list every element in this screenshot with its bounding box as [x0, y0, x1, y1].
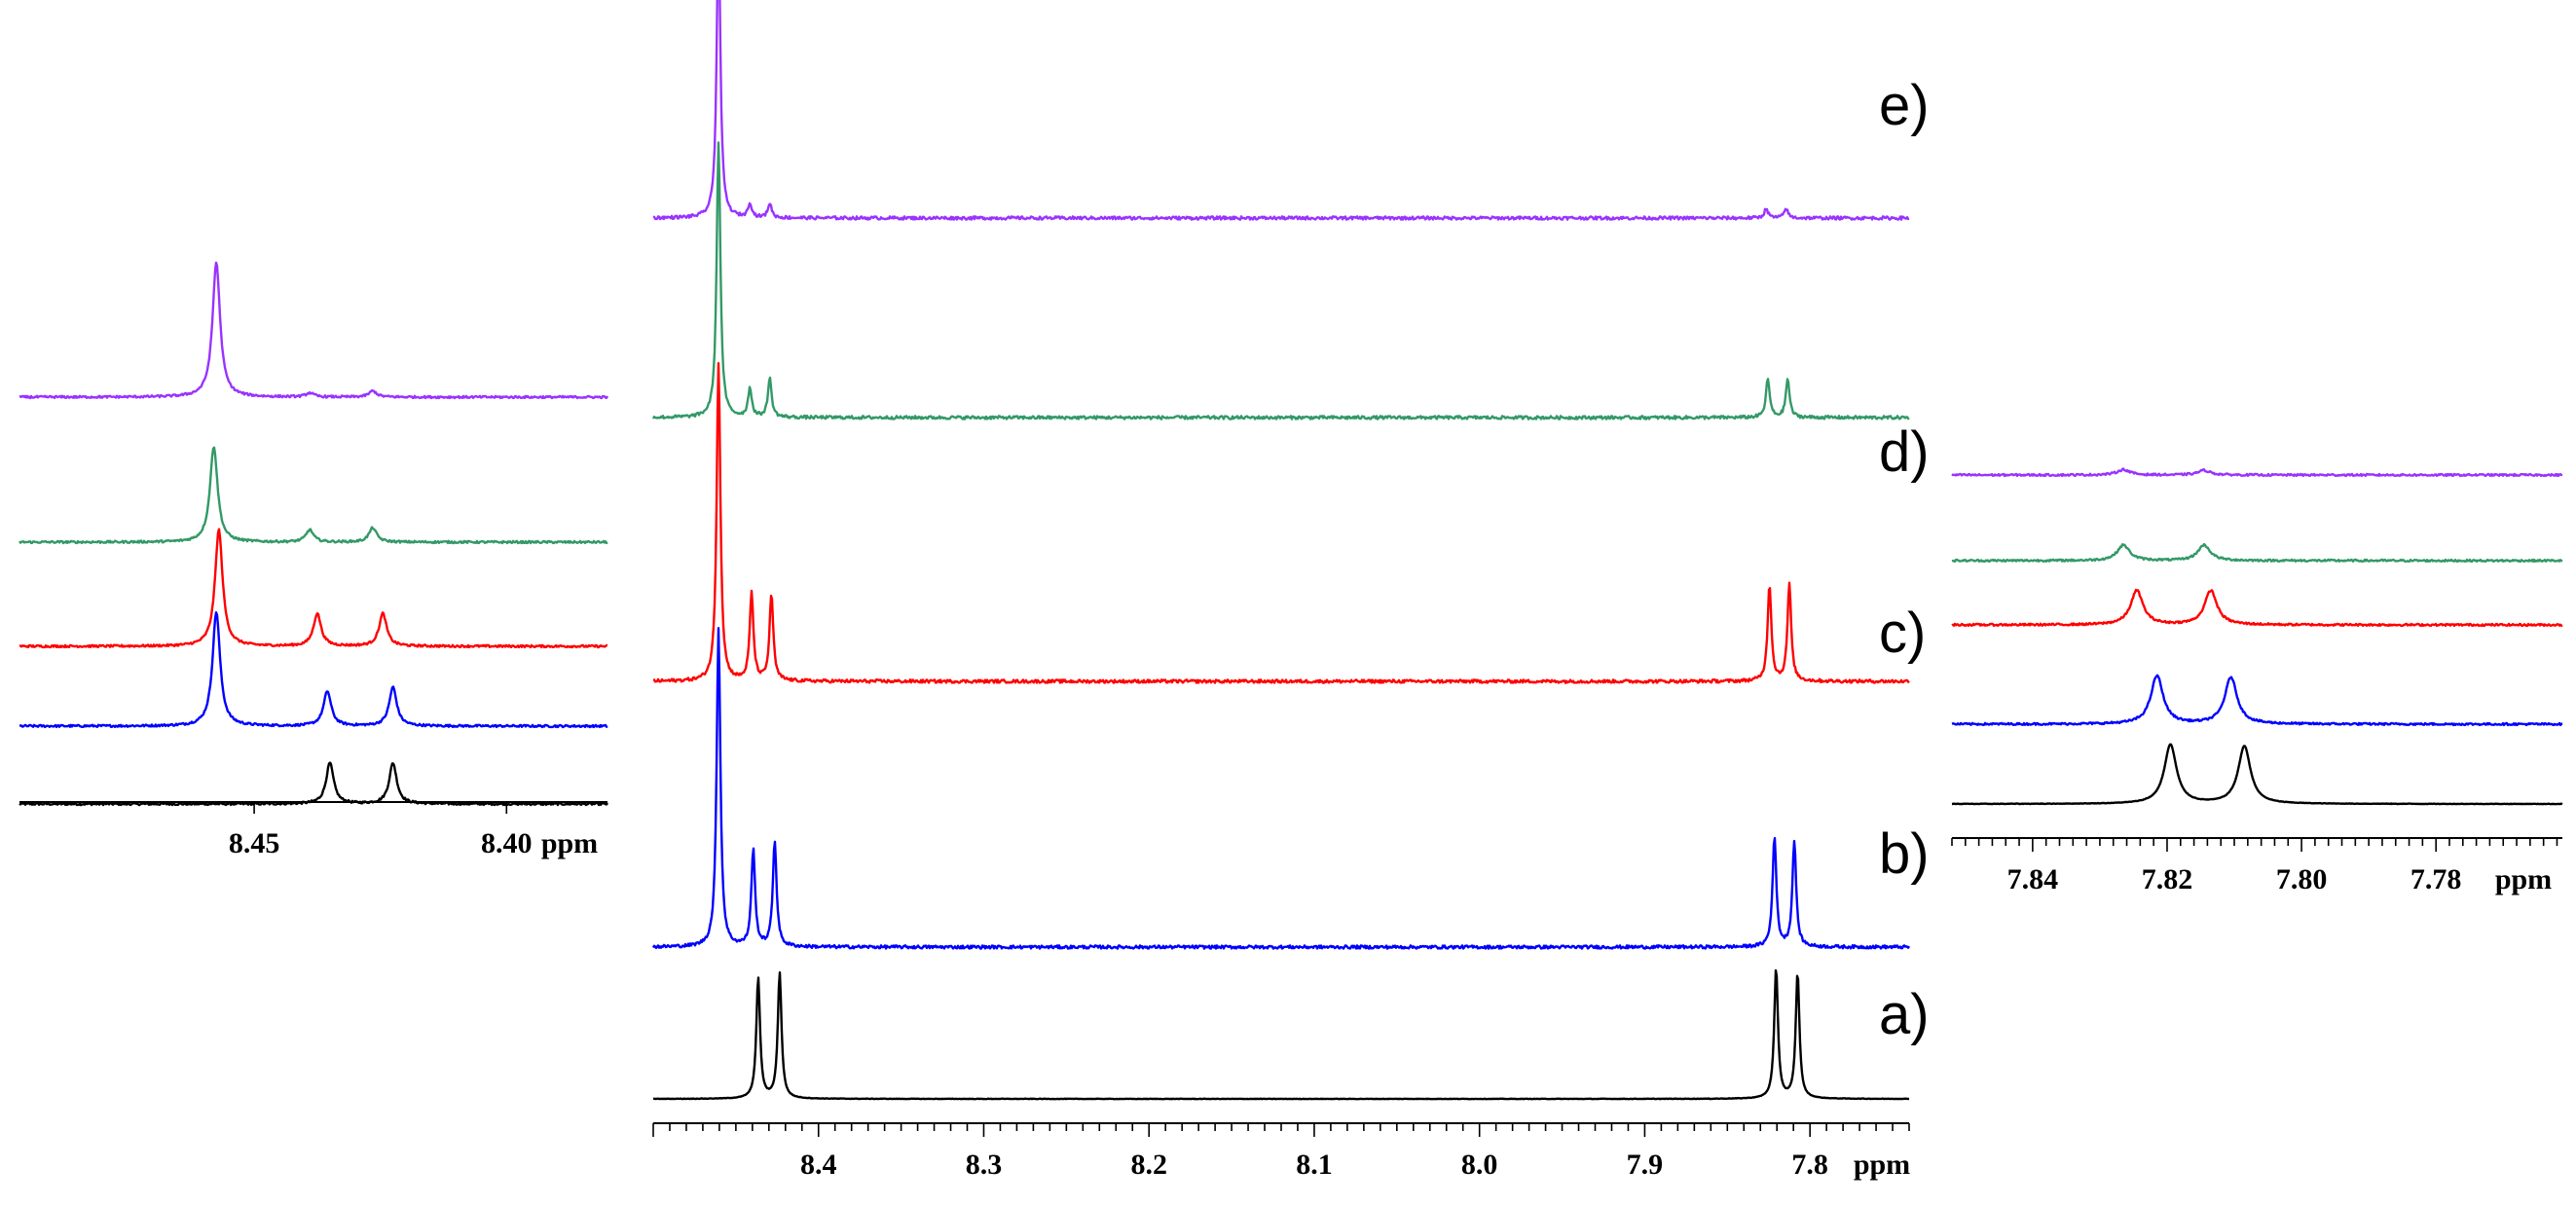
x-tick-label: 8.2	[1130, 1149, 1167, 1181]
spectrum-trace-c	[1951, 588, 2563, 628]
spectrum-trace-b	[651, 627, 1911, 950]
spectrum-trace-a	[652, 968, 1910, 1101]
spectrum-trace-c	[18, 528, 608, 649]
spectrum-trace-a	[1951, 743, 2563, 806]
spectrum-trace-a	[18, 761, 608, 807]
spectrum-trace-e	[1951, 467, 2563, 478]
x-tick-label: 8.45	[229, 827, 280, 859]
x-tick-label: 8.40	[481, 827, 533, 859]
spectrum-trace-e	[652, 0, 1910, 221]
x-axis-unit-label: ppm	[2495, 863, 2552, 895]
left-inset-panel: 8.45 8.40 ppm	[18, 261, 609, 859]
x-tick-label: 7.84	[2007, 863, 2059, 895]
x-axis-unit-label: ppm	[541, 827, 598, 859]
x-tick-label: 7.82	[2142, 863, 2193, 895]
spectrum-trace-e	[18, 261, 609, 400]
trace-label-e: e)	[1879, 74, 1930, 137]
x-tick-label: 7.8	[1791, 1149, 1828, 1181]
x-tick-label: 7.9	[1627, 1149, 1664, 1181]
x-tick-label: 7.78	[2410, 863, 2462, 895]
spectrum-trace-d	[1951, 542, 2563, 564]
trace-label-a: a)	[1879, 983, 1930, 1046]
spectrum-trace-b	[18, 611, 608, 729]
trace-label-b: b)	[1879, 822, 1930, 886]
x-tick-label: 7.80	[2276, 863, 2328, 895]
trace-label-d: d)	[1879, 420, 1930, 484]
spectrum-trace-c	[652, 362, 1910, 684]
x-tick-label: 8.4	[800, 1149, 837, 1181]
spectrum-trace-d	[651, 141, 1910, 420]
main-spectrum-panel: 8.4 8.3 8.2 8.1 8.0 7.9 7.8 ppm a) b) c) d) e)	[651, 0, 1930, 1181]
spectrum-trace-b	[1951, 674, 2563, 727]
spectrum-trace-d	[18, 446, 608, 545]
x-tick-label: 8.3	[966, 1149, 1003, 1181]
x-axis-unit-label: ppm	[1854, 1149, 1910, 1181]
right-inset-panel: 7.84 7.82 7.80 7.78 ppm	[1951, 467, 2563, 895]
x-tick-label: 8.1	[1296, 1149, 1333, 1181]
x-tick-label: 8.0	[1461, 1149, 1498, 1181]
trace-label-c: c)	[1879, 602, 1926, 665]
